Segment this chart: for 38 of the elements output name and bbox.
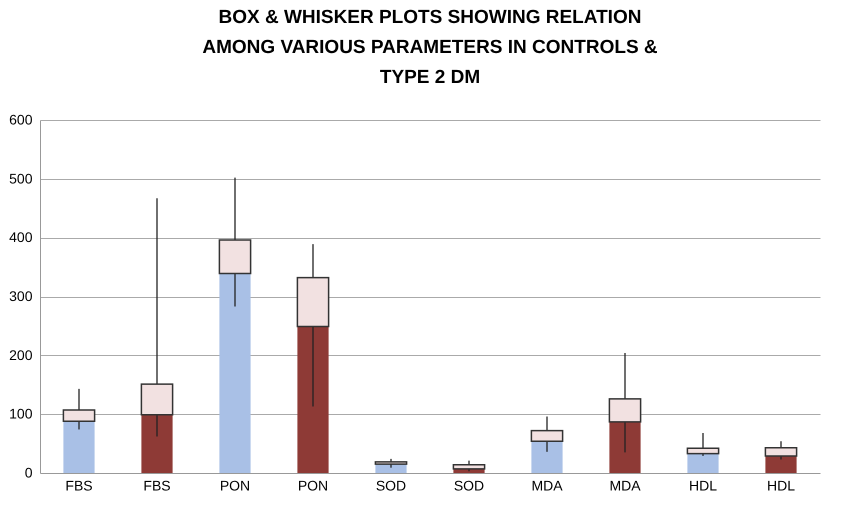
bar xyxy=(219,274,251,473)
bar xyxy=(218,239,252,274)
x-tick-label: HDL xyxy=(766,478,796,494)
bar xyxy=(687,454,719,473)
bar xyxy=(530,430,564,442)
x-tick-label: HDL xyxy=(688,478,718,494)
text: TYPE 2 DM xyxy=(380,67,480,88)
bar xyxy=(452,464,486,470)
y-tick-label: 0 xyxy=(24,464,33,480)
y-tick-label: 500 xyxy=(9,170,33,186)
x-tick-label: PON xyxy=(298,478,328,494)
bar xyxy=(609,422,641,473)
bar xyxy=(296,276,330,328)
y-tick-label: 300 xyxy=(9,288,33,304)
x-tick-label: FBS xyxy=(65,478,93,494)
x-tick-label: PON xyxy=(220,478,250,494)
bar xyxy=(297,326,329,473)
x-tick-label: MDA xyxy=(609,478,642,494)
text: BOX & WHISKER PLOTS SHOWING RELATION xyxy=(218,7,642,28)
y-tick-label: 400 xyxy=(9,229,33,246)
text: AMONG VARIOUS PARAMETERS IN CONTROLS & xyxy=(202,37,658,58)
y-tick-label: 100 xyxy=(9,406,33,422)
bar xyxy=(63,421,95,473)
bar xyxy=(764,446,798,457)
x-tick-label: SOD xyxy=(454,478,484,494)
bar xyxy=(374,461,408,465)
bar xyxy=(531,441,563,473)
bar xyxy=(62,409,96,422)
bar xyxy=(141,414,173,473)
x-tick-label: MDA xyxy=(531,478,564,494)
bar xyxy=(608,398,642,423)
bar xyxy=(140,383,174,416)
bar xyxy=(765,456,797,473)
y-tick-label: 200 xyxy=(9,346,33,363)
y-tick-label: 600 xyxy=(9,112,33,128)
x-tick-label: SOD xyxy=(376,478,406,494)
x-tick-label: FBS xyxy=(143,478,171,494)
bar xyxy=(686,448,720,454)
